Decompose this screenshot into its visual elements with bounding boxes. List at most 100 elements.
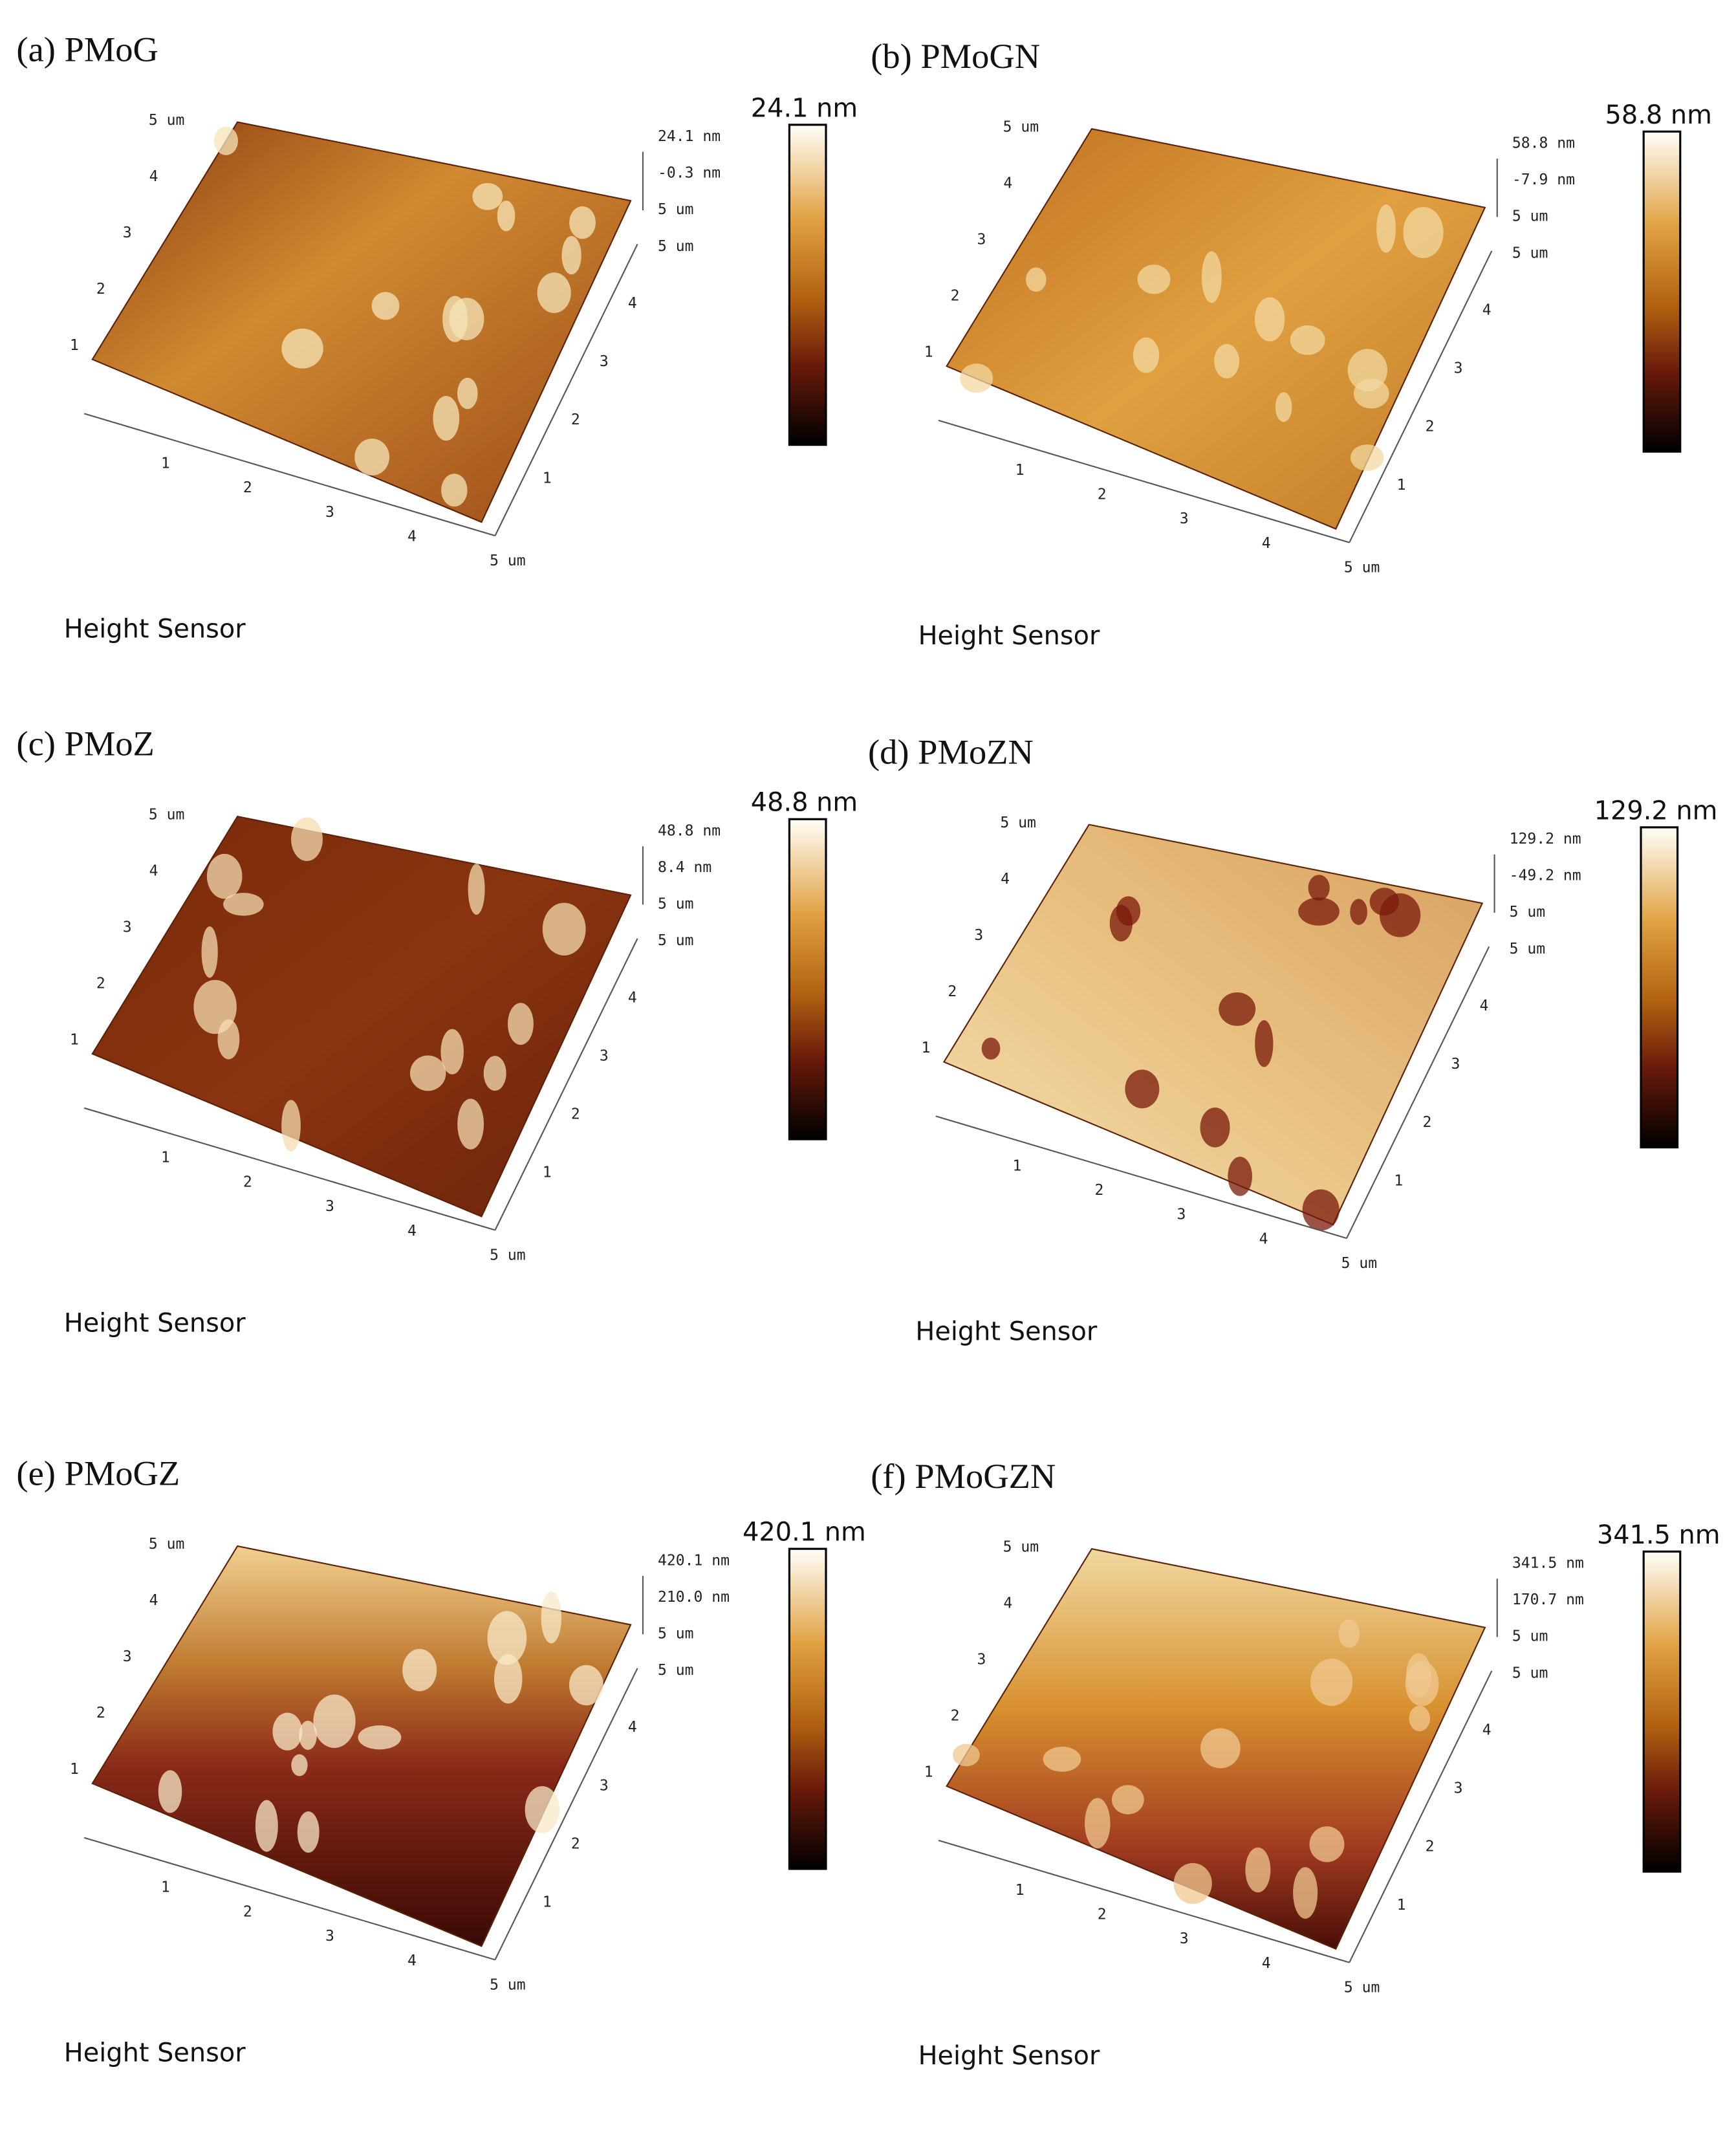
back-tick-label: 3 (977, 231, 986, 248)
back-tick-label: 4 (1001, 871, 1010, 888)
back-tick-label: 2 (96, 281, 105, 298)
x-tick-label: 2 (1098, 1906, 1107, 1923)
surface (91, 815, 632, 1217)
back-tick-label: 1 (70, 1761, 79, 1778)
color-bar (788, 1547, 827, 1870)
y-tick-label: 2 (1426, 419, 1435, 435)
z-label: -0.3 nm (658, 165, 721, 182)
x-tick-label: 3 (1177, 1207, 1186, 1223)
surface (942, 824, 1484, 1226)
color-bar (1640, 826, 1679, 1149)
x-tick-label: 4 (1259, 1230, 1268, 1247)
surface-feature (1376, 204, 1396, 253)
z-label: -49.2 nm (1510, 868, 1581, 884)
surface-feature (281, 1100, 301, 1152)
footer-label: Height Sensor (918, 2041, 1100, 2071)
surface-feature (1310, 1658, 1353, 1707)
x-tick-label: 3 (325, 1928, 334, 1945)
surface-feature (1133, 337, 1160, 373)
back-tick-label: 3 (123, 919, 132, 935)
surface-feature (213, 126, 239, 155)
surface-feature (561, 235, 581, 275)
y-tick-label: 3 (600, 1777, 609, 1794)
x-tick-label: 5 um (1344, 560, 1380, 576)
x-tick-label: 4 (407, 528, 417, 545)
y-tick-label: 4 (628, 989, 637, 1006)
back-tick-label: 1 (70, 337, 79, 354)
x-tick-label: 1 (1015, 462, 1025, 479)
surface (91, 121, 632, 523)
z-label: 5 um (1510, 941, 1546, 957)
surface-feature (255, 1800, 278, 1852)
surface-feature (409, 1055, 446, 1091)
x-tick-label: 2 (1098, 486, 1107, 503)
y-tick-label: 4 (628, 295, 637, 312)
surface-feature (537, 272, 571, 313)
y-tick-label: 3 (600, 1047, 609, 1064)
z-label: 5 um (1512, 1628, 1548, 1645)
surface-feature (441, 474, 468, 507)
x-tick-label: 4 (407, 1223, 417, 1239)
back-tick-label: 2 (96, 975, 105, 992)
x-tick-label: 1 (1012, 1157, 1021, 1174)
x-tick-label: 4 (1262, 1955, 1271, 1972)
x-tick-label: 2 (243, 479, 252, 496)
color-bar-max: 341.5 nm (1597, 1520, 1720, 1550)
surface-feature (433, 395, 460, 441)
back-tick-label: 3 (977, 1651, 986, 1668)
footer-label: Height Sensor (64, 1309, 246, 1338)
surface-feature (272, 1712, 303, 1751)
afm-panel: (a) PMoG 1 2 3 4 5 um 1 2 3 4 1 2 3 4 5 um 24.1 nm -0.3 … (16, 29, 858, 644)
surface-feature (468, 864, 485, 915)
z-label: 8.4 nm (658, 859, 711, 876)
surface-feature (457, 377, 478, 409)
surface-feature (541, 1591, 562, 1644)
x-tick-label: 3 (325, 1198, 334, 1215)
back-tick-label: 3 (123, 224, 132, 241)
surface-feature (1125, 1069, 1160, 1109)
surface-feature (281, 328, 323, 369)
surface-feature (223, 893, 264, 916)
y-tick-label: 4 (628, 1719, 637, 1736)
z-label: 58.8 nm (1512, 135, 1575, 152)
surface-feature (1350, 444, 1384, 471)
back-tick-label: 5 um (149, 1536, 185, 1553)
x-tick-label: 5 um (1344, 1980, 1380, 1996)
z-label: 5 um (658, 1626, 694, 1643)
color-bar-max: 129.2 nm (1594, 796, 1718, 825)
surface-feature (1219, 992, 1256, 1026)
x-tick-label: 1 (161, 1150, 170, 1166)
x-tick-label: 2 (1095, 1182, 1104, 1199)
surface-feature (1109, 904, 1133, 942)
surface-feature (299, 1720, 317, 1750)
surface-feature (313, 1694, 356, 1748)
z-label: 5 um (658, 238, 694, 255)
back-tick-label: 4 (149, 862, 158, 879)
back-tick-label: 4 (149, 1592, 158, 1609)
back-tick-label: 3 (123, 1648, 132, 1665)
panel-label: (f) PMoGZN (871, 1456, 1056, 1496)
z-label: 5 um (1512, 1665, 1548, 1681)
surface-feature (1379, 893, 1421, 937)
afm-panel: (f) PMoGZN 1 2 3 4 5 um 1 2 3 4 1 2 3 4 5 um 341.5 nm 17… (871, 1456, 1720, 2071)
surface-feature (494, 1654, 523, 1704)
y-tick-label: 4 (1480, 998, 1489, 1014)
panel-label: (a) PMoG (16, 29, 158, 69)
z-label: 129.2 nm (1510, 831, 1581, 847)
panel-label: (d) PMoZN (868, 732, 1034, 771)
surface-feature (402, 1648, 437, 1692)
color-bar-max: 58.8 nm (1605, 100, 1712, 130)
surface-feature (193, 979, 237, 1034)
x-tick-label: 5 um (490, 552, 526, 569)
back-tick-label: 5 um (1003, 1538, 1039, 1555)
z-label: 5 um (658, 1662, 694, 1679)
x-tick-label: 3 (1180, 1930, 1189, 1947)
surface-feature (206, 853, 243, 899)
surface-feature (1309, 1826, 1345, 1862)
surface-feature (297, 1811, 320, 1853)
axis-line (494, 243, 638, 536)
panel-label: (c) PMoZ (16, 724, 154, 763)
back-tick-label: 3 (974, 927, 983, 944)
back-tick-label: 2 (948, 983, 957, 1000)
